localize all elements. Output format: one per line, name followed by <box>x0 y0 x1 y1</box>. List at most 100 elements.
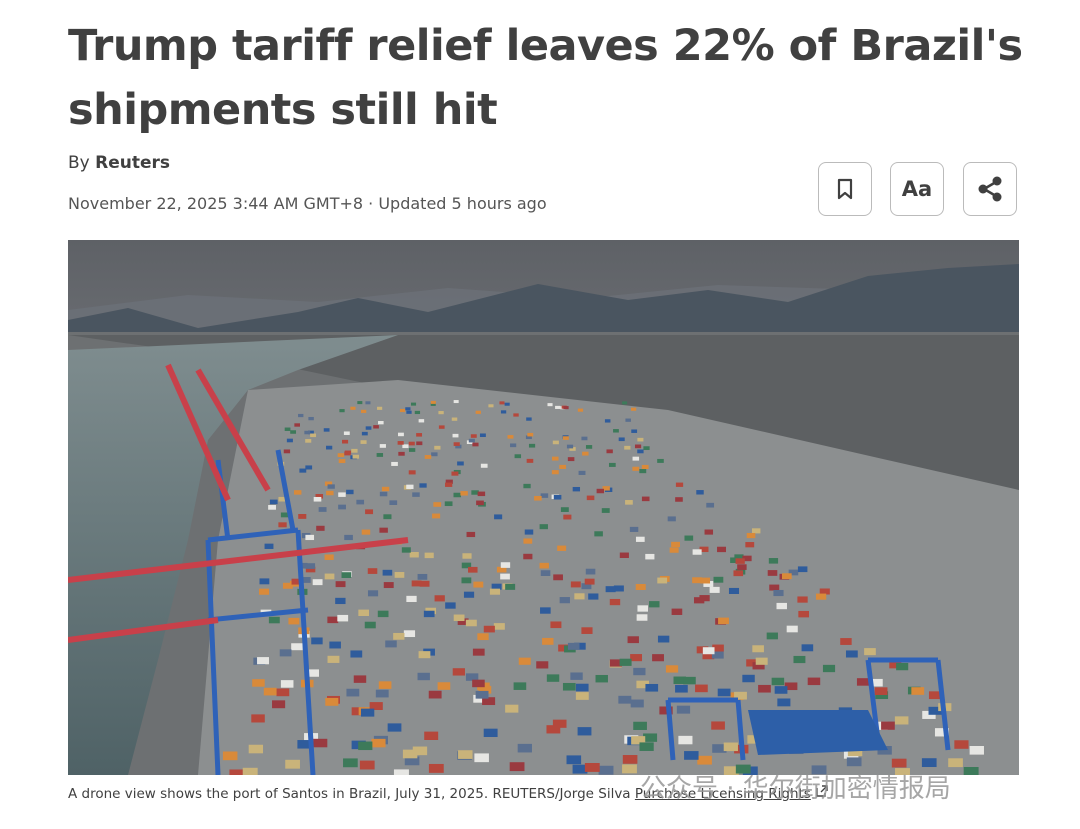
container <box>472 648 485 656</box>
container <box>585 568 596 575</box>
container <box>276 688 290 697</box>
container <box>793 655 806 664</box>
container <box>453 442 460 446</box>
container <box>268 505 276 510</box>
container <box>378 681 392 689</box>
container <box>692 577 702 584</box>
container <box>412 492 420 497</box>
container <box>500 562 511 568</box>
container <box>669 547 679 553</box>
container <box>572 764 588 774</box>
container <box>632 466 640 471</box>
container <box>308 430 314 435</box>
container <box>798 610 810 618</box>
container <box>641 464 649 470</box>
container <box>455 444 462 449</box>
container <box>934 728 949 737</box>
container <box>327 484 335 489</box>
container <box>596 488 604 494</box>
container <box>489 588 501 595</box>
container <box>471 490 479 495</box>
container <box>356 499 365 505</box>
container <box>637 605 649 612</box>
container <box>505 704 519 713</box>
container <box>280 680 294 688</box>
container <box>465 619 477 627</box>
container <box>361 409 367 413</box>
container <box>703 581 714 587</box>
container <box>305 566 316 573</box>
container <box>268 616 280 624</box>
container <box>574 642 586 650</box>
container <box>248 744 264 754</box>
container <box>438 425 445 429</box>
container <box>766 632 778 640</box>
container <box>222 751 238 761</box>
container <box>948 758 963 768</box>
container <box>418 651 431 659</box>
container <box>444 501 453 507</box>
container <box>291 578 302 585</box>
container <box>845 650 858 658</box>
container <box>285 759 300 769</box>
container <box>875 691 889 700</box>
container <box>622 764 637 774</box>
share-button[interactable] <box>963 162 1017 216</box>
container <box>768 558 779 564</box>
container <box>693 597 705 604</box>
container <box>539 524 548 530</box>
author-link[interactable]: Reuters <box>95 153 171 173</box>
container <box>675 497 683 502</box>
container <box>788 569 799 576</box>
container <box>457 618 469 625</box>
container <box>566 755 582 765</box>
container <box>575 683 589 692</box>
container <box>252 679 265 687</box>
container <box>566 444 574 449</box>
container <box>586 495 595 501</box>
container <box>405 407 411 411</box>
container <box>630 699 644 708</box>
container <box>767 570 778 576</box>
container <box>305 465 313 470</box>
container <box>683 676 696 685</box>
container <box>375 689 389 698</box>
container <box>389 500 398 505</box>
container <box>633 721 647 730</box>
container <box>542 637 554 645</box>
container <box>412 746 428 756</box>
container <box>465 673 479 681</box>
container <box>697 755 712 765</box>
container <box>351 707 365 716</box>
container <box>297 740 312 749</box>
container <box>404 756 420 766</box>
container <box>343 431 350 435</box>
container <box>675 684 688 693</box>
container <box>518 657 531 665</box>
container <box>696 646 709 654</box>
container <box>563 406 569 410</box>
container <box>472 442 479 447</box>
container <box>445 602 456 609</box>
container <box>379 444 386 448</box>
container <box>584 578 595 585</box>
container <box>717 688 731 697</box>
container <box>797 566 808 573</box>
container <box>417 672 430 681</box>
container <box>451 417 458 421</box>
container <box>657 458 664 463</box>
container <box>491 583 502 590</box>
licensing-link[interactable]: Purchase Licensing Rights <box>634 786 811 802</box>
bookmark-button[interactable] <box>818 162 872 216</box>
container <box>692 549 702 555</box>
container <box>700 577 711 584</box>
container <box>684 535 694 541</box>
container <box>453 614 465 622</box>
container <box>394 572 405 578</box>
container <box>711 651 724 659</box>
container <box>308 416 314 421</box>
font-size-button[interactable]: Aa <box>890 162 944 216</box>
container <box>376 453 384 457</box>
container <box>704 529 714 535</box>
container <box>409 552 419 558</box>
